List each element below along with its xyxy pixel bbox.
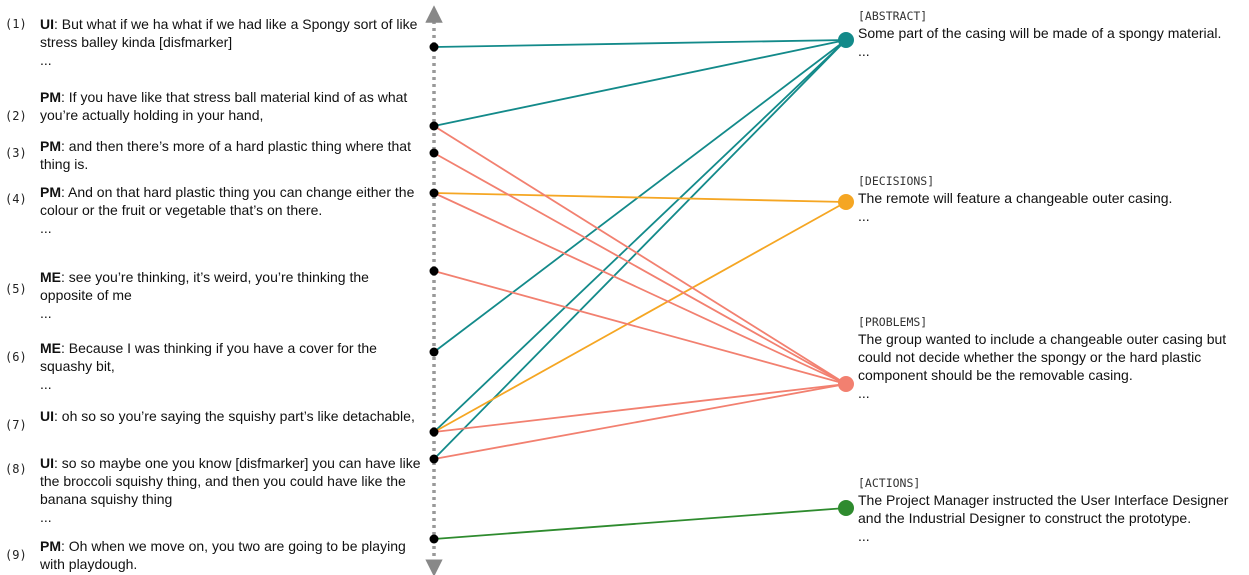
summary-text: The remote will feature a changeable out… <box>858 190 1173 206</box>
link-u6-s1 <box>433 39 847 353</box>
utterance-number: (7) <box>5 418 27 432</box>
summary-tag: [ACTIONS] <box>858 476 921 490</box>
summary-tag: [ABSTRACT] <box>858 9 928 23</box>
utterance-text: PM: and then there’s more of a hard plas… <box>40 137 425 173</box>
ellipsis: ... <box>40 509 52 525</box>
utterance-dot-7 <box>429 427 439 437</box>
utterance-content: : Because I was thinking if you have a c… <box>40 340 377 374</box>
utterance-number: (4) <box>5 192 27 206</box>
link-u7-s2 <box>433 201 847 433</box>
speaker-label: PM <box>40 538 61 554</box>
utterance-number: (9) <box>5 548 27 562</box>
utterance-dot-9 <box>429 534 439 544</box>
speaker-label: ME <box>40 340 61 356</box>
summary-node-4 <box>838 500 854 516</box>
link-u7-s1 <box>433 39 847 433</box>
ellipsis: ... <box>40 376 52 392</box>
summary-node-3 <box>838 376 854 392</box>
summary-text: The group wanted to include a changeable… <box>858 331 1227 383</box>
utterance-text: PM: Oh when we move on, you two are goin… <box>40 537 425 573</box>
link-u9-s4 <box>433 507 847 540</box>
utterance-number: (1) <box>5 17 27 31</box>
utterance-content: : If you have like that stress ball mate… <box>40 89 408 123</box>
link-u2-s1 <box>433 39 847 127</box>
speaker-label: PM <box>40 89 61 105</box>
summary-tag: [PROBLEMS] <box>858 315 928 329</box>
utterance-content: : But what if we ha what if we had like … <box>40 16 418 50</box>
utterance-number: (6) <box>5 350 27 364</box>
utterance-number: (5) <box>5 282 27 296</box>
summary-text: Some part of the casing will be made of … <box>858 25 1222 41</box>
summary-problems: [PROBLEMS] The group wanted to include a … <box>858 314 1248 402</box>
ellipsis: ... <box>858 208 870 224</box>
speaker-label: UI <box>40 455 54 471</box>
utterance-content: : and then there’s more of a hard plasti… <box>40 138 411 172</box>
utterance-text: PM: And on that hard plastic thing you c… <box>40 183 425 237</box>
utterance-dot-5 <box>429 266 439 276</box>
ellipsis: ... <box>40 220 52 236</box>
ellipsis: ... <box>858 43 870 59</box>
ellipsis: ... <box>858 528 870 544</box>
utterance-text: ME: see you’re thinking, it’s weird, you… <box>40 268 425 322</box>
speaker-label: UI <box>40 408 54 424</box>
link-u4-s3 <box>433 192 847 385</box>
summary-decisions: [DECISIONS] The remote will feature a cha… <box>858 173 1248 225</box>
link-u3-s3 <box>433 152 847 385</box>
utterance-dot-1 <box>429 42 439 52</box>
link-u4-s2 <box>433 192 847 203</box>
ellipsis: ... <box>858 385 870 401</box>
utterance-text: UI: so so maybe one you know [disfmarker… <box>40 454 425 526</box>
utterance-text: ME: Because I was thinking if you have a… <box>40 339 425 393</box>
utterance-dot-6 <box>429 347 439 357</box>
utterance-content: : oh so so you’re saying the squishy par… <box>54 408 415 424</box>
utterance-text: PM: If you have like that stress ball ma… <box>40 88 425 124</box>
link-u5-s3 <box>433 270 847 385</box>
summary-node-1 <box>838 32 854 48</box>
utterance-text: UI: But what if we ha what if we had lik… <box>40 15 425 69</box>
utterance-text: UI: oh so so you’re saying the squishy p… <box>40 407 425 425</box>
speaker-label: UI <box>40 16 54 32</box>
speaker-label: ME <box>40 269 61 285</box>
summary-node-2 <box>838 194 854 210</box>
ellipsis: ... <box>40 305 52 321</box>
utterance-content: : And on that hard plastic thing you can… <box>40 184 415 218</box>
utterance-dot-8 <box>429 454 439 464</box>
utterance-dot-4 <box>429 188 439 198</box>
utterance-number: (8) <box>5 462 27 476</box>
link-u7-s3 <box>433 383 847 433</box>
link-u8-s1 <box>433 39 847 460</box>
speaker-label: PM <box>40 184 61 200</box>
ellipsis: ... <box>40 52 52 68</box>
link-lines <box>433 39 847 540</box>
link-u1-s1 <box>433 39 847 48</box>
utterance-dot-2 <box>429 121 439 131</box>
speaker-label: PM <box>40 138 61 154</box>
link-u8-s3 <box>433 383 847 460</box>
link-u2-s3 <box>433 125 847 385</box>
utterance-dot-3 <box>429 148 439 158</box>
nodes <box>429 32 854 544</box>
summary-text: The Project Manager instructed the User … <box>858 492 1229 526</box>
utterance-number: (3) <box>5 146 27 160</box>
utterance-number: (2) <box>5 109 27 123</box>
summary-abstract: [ABSTRACT] Some part of the casing will b… <box>858 8 1248 60</box>
utterance-content: : see you’re thinking, it’s weird, you’r… <box>40 269 369 303</box>
summary-actions: [ACTIONS] The Project Manager instructed … <box>858 475 1248 545</box>
utterance-content: : so so maybe one you know [disfmarker] … <box>40 455 421 507</box>
summary-tag: [DECISIONS] <box>858 174 935 188</box>
utterance-content: : Oh when we move on, you two are going … <box>40 538 406 572</box>
